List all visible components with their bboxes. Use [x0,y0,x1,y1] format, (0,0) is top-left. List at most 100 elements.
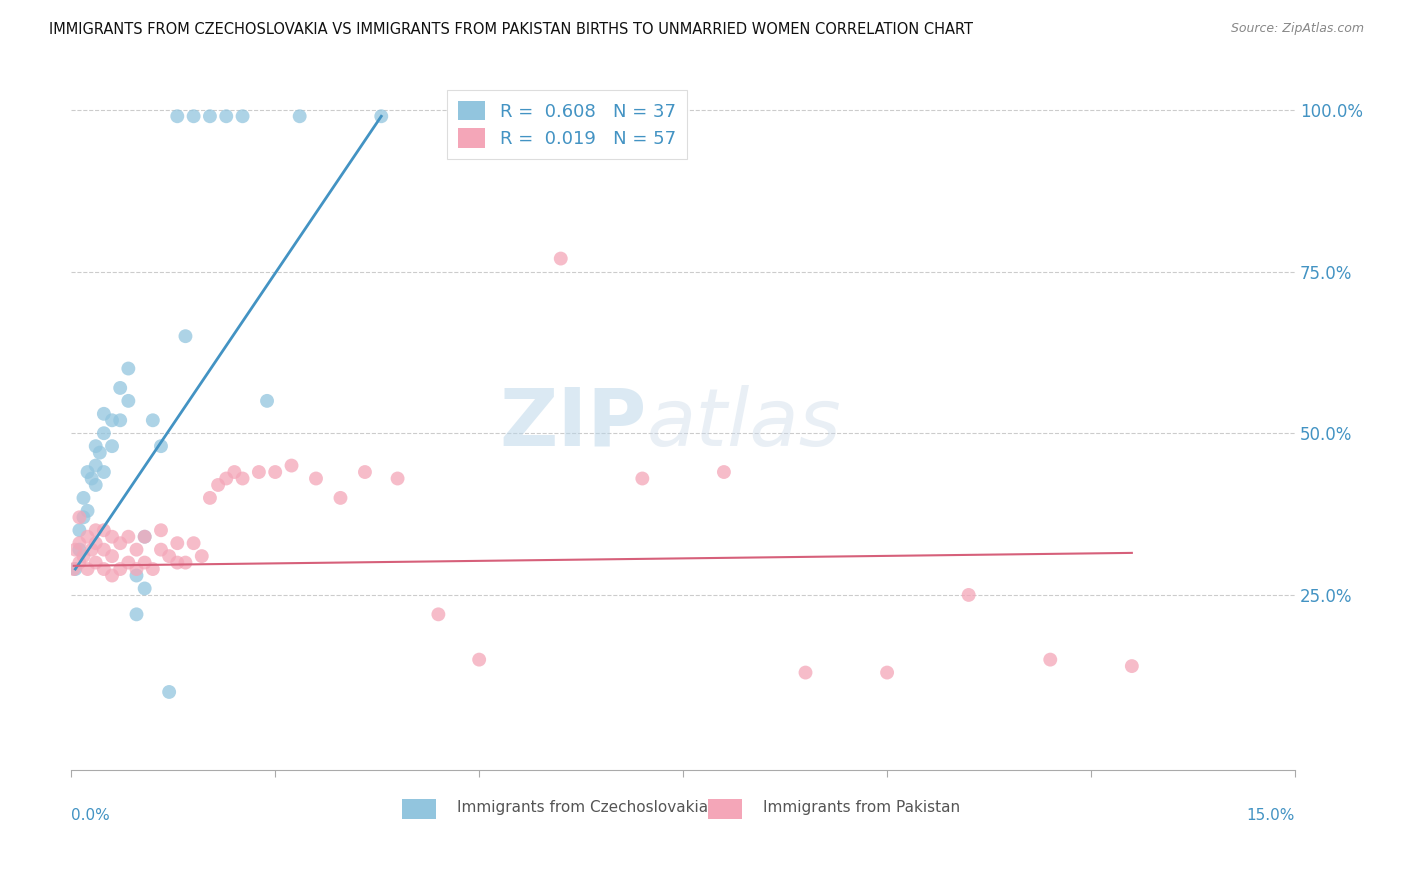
Point [427,607,450,622]
Point [1121,659,1143,673]
Point [166,556,188,570]
Point [101,439,124,453]
Point [134,530,156,544]
Point [198,109,221,123]
Point [108,413,131,427]
Point [232,471,254,485]
Point [149,523,172,537]
Point [305,471,328,485]
Point [84,536,107,550]
Point [166,109,188,123]
FancyBboxPatch shape [402,798,436,820]
Point [93,523,115,537]
Point [117,530,139,544]
Point [101,413,124,427]
Point [191,549,214,563]
Point [93,562,115,576]
Point [93,407,115,421]
Point [125,607,148,622]
Point [125,562,148,576]
Point [166,536,188,550]
Point [76,504,98,518]
Point [67,556,90,570]
Point [134,530,156,544]
Point [67,523,90,537]
Point [84,439,107,453]
Point [117,556,139,570]
Point [174,329,197,343]
Point [354,465,377,479]
Point [876,665,898,680]
Text: Immigrants from Pakistan: Immigrants from Pakistan [762,800,960,815]
Point [174,556,197,570]
Point [329,491,352,505]
Point [108,381,131,395]
Point [198,491,221,505]
Point [149,542,172,557]
Point [65,542,87,557]
Point [84,556,107,570]
Point [183,536,205,550]
Text: ZIP: ZIP [499,384,647,463]
Point [1039,652,1062,666]
Text: 0.0%: 0.0% [72,808,110,823]
Point [80,542,103,557]
Point [101,568,124,582]
Point [134,556,156,570]
Point [101,549,124,563]
Point [280,458,302,473]
Point [157,549,180,563]
Point [84,478,107,492]
Point [387,471,409,485]
Point [550,252,572,266]
Point [224,465,246,479]
Point [76,465,98,479]
Point [142,562,165,576]
Text: atlas: atlas [647,384,841,463]
Point [84,458,107,473]
Point [101,530,124,544]
Point [370,109,392,123]
Text: 15.0%: 15.0% [1247,808,1295,823]
Point [149,439,172,453]
Point [215,471,238,485]
Point [67,510,90,524]
Point [72,549,94,563]
Point [215,109,238,123]
Point [108,562,131,576]
Point [142,413,165,427]
Point [108,536,131,550]
Point [76,562,98,576]
Point [157,685,180,699]
Point [232,109,254,123]
Text: Immigrants from Czechoslovakia: Immigrants from Czechoslovakia [457,800,707,815]
Point [72,510,94,524]
Point [67,542,90,557]
Point [62,562,84,576]
Point [93,426,115,441]
Legend: R =  0.608   N = 37, R =  0.019   N = 57: R = 0.608 N = 37, R = 0.019 N = 57 [447,90,686,159]
Point [256,393,278,408]
Point [117,361,139,376]
Point [93,542,115,557]
Point [794,665,817,680]
Point [288,109,311,123]
Point [93,465,115,479]
Point [65,562,87,576]
Point [80,471,103,485]
Text: Source: ZipAtlas.com: Source: ZipAtlas.com [1230,22,1364,36]
Point [631,471,654,485]
Point [134,582,156,596]
Point [89,445,111,459]
Point [125,568,148,582]
Point [468,652,491,666]
Point [247,465,270,479]
Point [84,523,107,537]
Point [117,393,139,408]
Point [183,109,205,123]
Point [957,588,980,602]
Point [125,542,148,557]
Point [207,478,229,492]
Point [264,465,287,479]
Text: IMMIGRANTS FROM CZECHOSLOVAKIA VS IMMIGRANTS FROM PAKISTAN BIRTHS TO UNMARRIED W: IMMIGRANTS FROM CZECHOSLOVAKIA VS IMMIGR… [49,22,973,37]
